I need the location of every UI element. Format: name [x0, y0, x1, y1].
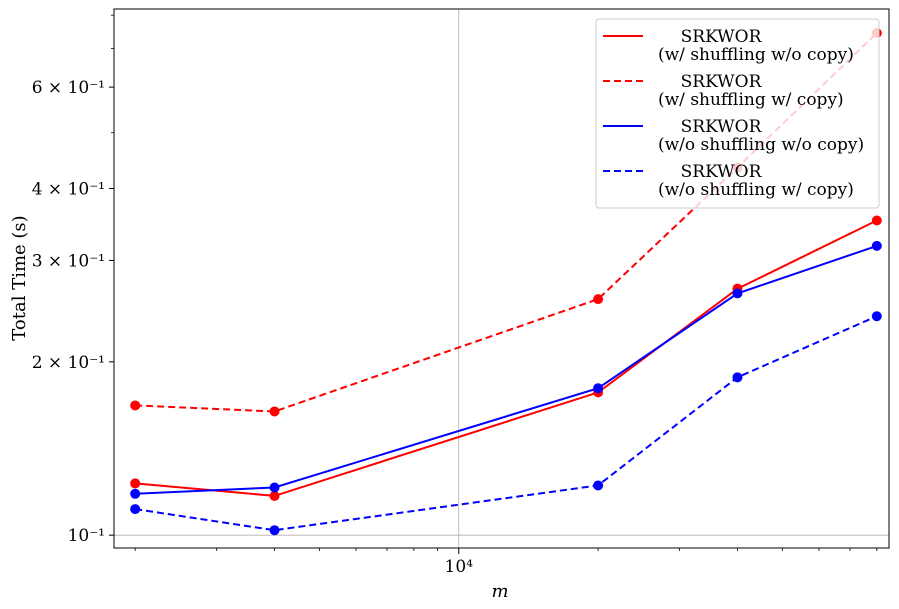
- legend-label-name: SRKWOR: [681, 72, 763, 92]
- legend-label-name: SRKWOR: [681, 162, 763, 182]
- data-point-series-3: [593, 383, 604, 394]
- plot-frame: [113, 8, 890, 549]
- data-point-series-4: [732, 372, 743, 383]
- data-point-series-4: [871, 311, 882, 322]
- data-point-series-3: [871, 240, 882, 251]
- axis-ticks: 10⁴ 10⁻¹ 2 × 10⁻¹ 3 × 10⁻¹ 4 × 10⁻¹ 6 × 10⁻¹: [32, 14, 878, 577]
- grid-lines: [114, 9, 889, 548]
- data-point-series-4: [593, 480, 604, 491]
- legend-label-config: (w/o shuffling w/ copy): [658, 180, 854, 200]
- y-tick-label: 3 × 10⁻¹: [32, 251, 105, 271]
- data-point-series-1: [130, 478, 141, 489]
- legend-label-name: SRKWOR: [681, 117, 763, 137]
- legend: SRKWOR(w/ shuffling w/o copy)SRKWOR(w/ s…: [595, 18, 880, 209]
- data-point-series-3: [269, 482, 280, 493]
- data-point-series-2: [269, 406, 280, 417]
- y-tick-label: 4 × 10⁻¹: [32, 180, 105, 200]
- y-tick-label: 10⁻¹: [68, 526, 105, 546]
- legend-box: [595, 18, 880, 209]
- legend-label-config: (w/ shuffling w/o copy): [658, 45, 854, 65]
- x-tick-label: 10⁴: [445, 557, 474, 577]
- data-point-series-1: [871, 215, 882, 226]
- data-point-series-4: [269, 525, 280, 536]
- data-point-series-2: [593, 294, 604, 305]
- legend-label-config: (w/ shuffling w/ copy): [658, 90, 844, 110]
- y-tick-label: 2 × 10⁻¹: [32, 353, 105, 373]
- x-axis-label: m: [491, 581, 508, 602]
- legend-label-config: (w/o shuffling w/o copy): [658, 135, 864, 155]
- data-point-series-3: [732, 288, 743, 299]
- y-axis-label: Total Time (s): [9, 215, 30, 340]
- data-point-series-3: [130, 488, 141, 499]
- y-tick-label: 6 × 10⁻¹: [32, 78, 105, 98]
- legend-label-name: SRKWOR: [681, 27, 763, 47]
- data-point-series-4: [130, 504, 141, 515]
- data-point-series-1: [269, 490, 280, 501]
- data-point-series-2: [130, 400, 141, 411]
